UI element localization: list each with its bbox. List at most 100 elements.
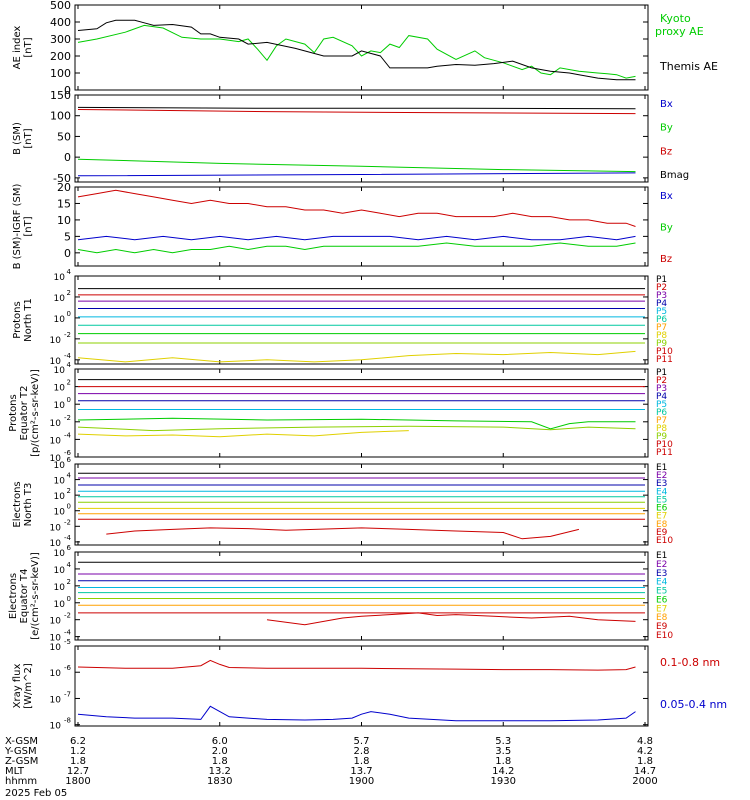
x-axis-value: 13.7 xyxy=(350,766,372,777)
y-tick-label-exponent: -6 xyxy=(64,449,72,457)
y-tick-label-base: 10 xyxy=(54,401,66,411)
y-tick-label-base: 10 xyxy=(50,436,62,446)
legend-entry: 0.05-0.4 nm xyxy=(660,698,727,711)
y-tick-label: 10 xyxy=(57,214,71,227)
legend-entry: P7 xyxy=(656,323,667,333)
series-Bx xyxy=(77,235,636,241)
legend-entry: E8 xyxy=(656,613,668,623)
series-Kyoto proxy AE xyxy=(77,24,636,79)
y-axis-label: [nT] xyxy=(23,37,34,57)
x-axis-row-label: X-GSM xyxy=(5,736,38,747)
x-axis-value: 13.2 xyxy=(209,766,231,777)
series-E9 xyxy=(266,612,636,626)
y-tick-label-base: 10 xyxy=(50,634,62,644)
y-tick-label: 100 xyxy=(50,110,71,123)
y-tick-label: -50 xyxy=(53,172,71,185)
y-tick-label-base: 10 xyxy=(54,366,66,376)
series-Bz xyxy=(77,109,636,115)
y-tick-label-base: 10 xyxy=(50,357,62,367)
legend-entry: E7 xyxy=(656,604,667,614)
x-axis-value: 1900 xyxy=(349,776,374,787)
legend-entry: Bz xyxy=(660,146,672,157)
legend-entry: P3 xyxy=(656,291,667,301)
x-axis-value: 1.8 xyxy=(495,756,511,767)
y-tick-label: 200 xyxy=(50,50,71,63)
series-By xyxy=(77,242,636,254)
y-tick-label-exponent: 0 xyxy=(67,503,71,511)
y-axis-label: North T3 xyxy=(23,483,34,527)
y-axis-label: [p/(cm²-s-sr-keV)] xyxy=(30,369,41,457)
x-axis-row-label: MLT xyxy=(5,766,25,777)
series-P9 xyxy=(77,350,636,363)
legend-entry: P1 xyxy=(656,275,667,285)
y-tick-label-exponent: 2 xyxy=(67,578,71,586)
y-tick-label: 20 xyxy=(57,181,71,194)
x-axis-value: 6.2 xyxy=(70,736,86,747)
y-tick-label: 15 xyxy=(57,197,71,210)
legend-entry: E7 xyxy=(656,512,667,522)
x-axis-value: 1.8 xyxy=(354,756,370,767)
y-tick-label-exponent: -4 xyxy=(64,431,72,439)
legend-entry: E3 xyxy=(656,569,667,579)
x-axis-value: 1.8 xyxy=(637,756,653,767)
y-tick-label-exponent: -6 xyxy=(64,664,72,672)
legend-entry: P10 xyxy=(656,347,673,357)
y-axis-label: Equator T4 xyxy=(19,569,30,624)
y-tick-label-base: 10 xyxy=(54,384,66,394)
x-axis-value: 6.0 xyxy=(212,736,228,747)
series-Themis AE xyxy=(77,19,636,81)
x-axis-value: 1830 xyxy=(207,776,232,787)
y-axis-label: Xray flux xyxy=(12,664,23,709)
x-axis-value: 5.3 xyxy=(495,736,511,747)
legend-entry: P11 xyxy=(656,448,673,458)
x-axis-row-label: Y-GSM xyxy=(4,746,37,757)
y-tick-label-exponent: 0 xyxy=(67,396,71,404)
legend-entry: P11 xyxy=(656,355,673,365)
y-tick-label: 5 xyxy=(64,230,71,243)
y-tick-label: 0 xyxy=(64,84,71,97)
legend-entry: Themis AE xyxy=(659,60,718,73)
legend-entry: By xyxy=(660,123,673,134)
y-tick-label-base: 10 xyxy=(50,454,62,464)
legend-entry: E9 xyxy=(656,622,668,632)
x-axis-value: 4.2 xyxy=(637,746,653,757)
y-tick-label-base: 10 xyxy=(54,566,66,576)
y-tick-label: 0 xyxy=(64,151,71,164)
x-axis-row-label: Z-GSM xyxy=(5,756,38,767)
panel-frame xyxy=(74,275,649,365)
y-tick-label-base: 10 xyxy=(50,419,62,429)
panel-frame xyxy=(74,463,649,546)
x-axis-value: 1.8 xyxy=(70,756,86,767)
y-tick-label: 50 xyxy=(57,130,71,143)
y-tick-label: 0 xyxy=(64,247,71,260)
x-axis-value: 5.7 xyxy=(354,736,370,747)
panel-bsm: -50 0 50 100 150 B (SM) [nT] Bx By Bz Bmag xyxy=(12,89,689,185)
legend-entry: E10 xyxy=(656,631,673,641)
series-By xyxy=(77,158,636,173)
legend-entry: P1 xyxy=(656,368,667,378)
y-axis-label: [nT] xyxy=(23,128,34,148)
x-axis-table: X-GSM 6.2 6.0 5.7 5.3 4.8 Y-GSM 1.2 2.0 2.8 3.5 4.2… xyxy=(4,736,658,799)
legend-entry: E4 xyxy=(656,578,668,588)
y-tick-label-exponent: 2 xyxy=(67,289,71,297)
x-axis-value: 12.7 xyxy=(67,766,89,777)
legend-entry: E1 xyxy=(656,463,667,473)
y-axis-label: [e/(cm²-s-sr-keV)] xyxy=(30,552,41,640)
series-P7 xyxy=(77,425,636,432)
date-label: 2025 Feb 05 xyxy=(5,788,67,799)
y-tick-label-exponent: -2 xyxy=(64,414,71,422)
y-tick-label-base: 10 xyxy=(50,643,62,653)
series-E10 xyxy=(106,527,580,540)
y-tick-label-exponent: 6 xyxy=(67,456,72,464)
y-tick-label-base: 10 xyxy=(50,722,62,732)
y-tick-label-base: 10 xyxy=(50,336,62,346)
y-tick-label-base: 10 xyxy=(54,273,66,283)
y-tick-label-base: 10 xyxy=(50,539,62,549)
y-tick-label-exponent: 4 xyxy=(67,561,72,569)
y-tick-label-base: 10 xyxy=(50,669,62,679)
y-tick-label: 500 xyxy=(50,0,71,12)
